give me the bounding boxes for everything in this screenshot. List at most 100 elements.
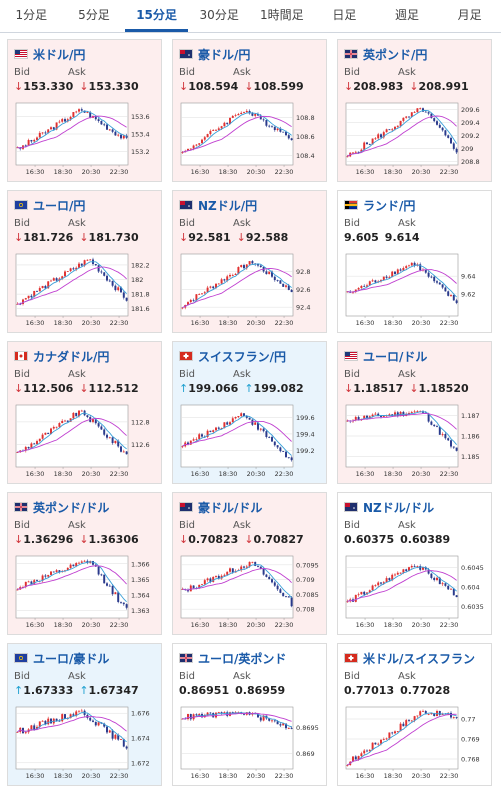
y-tick-label: 0.708	[296, 606, 315, 614]
rate-card[interactable]: ユーロ/英ポンド Bid Ask 0.86951 0.86959 0.8695 0.869 1…	[172, 643, 327, 786]
mini-candlestick-chart[interactable]: 0.6045 0.604 0.6035 16:30 18:30 20:30 22:30	[340, 552, 490, 632]
rate-card[interactable]: 豪ドル/円 Bid Ask ↓108.594 ↓108.599 108.8 108.6 108…	[172, 39, 327, 182]
tab-4[interactable]: 1時間足	[259, 8, 304, 22]
tab-3[interactable]: 30分足	[199, 8, 239, 22]
currency-pair-link[interactable]: ユーロ/円	[33, 198, 86, 213]
rate-card[interactable]: 米ドル/円 Bid Ask ↓153.330 ↓153.330 153.6 153.4 153…	[7, 39, 162, 182]
currency-pair-link[interactable]: 豪ドル/円	[198, 47, 251, 62]
mini-candlestick-chart[interactable]: 112.8 112.6 16:30 18:30 20:30 22:30	[10, 401, 160, 481]
candle-body	[391, 732, 394, 734]
candle-body	[50, 428, 52, 435]
mini-candlestick-chart[interactable]: 0.77 0.769 0.768 16:30 18:30 20:30 22:30	[340, 703, 490, 783]
tab-2[interactable]: 15分足	[125, 0, 188, 32]
currency-pair-link[interactable]: 豪ドル/ドル	[198, 500, 263, 515]
mini-candlestick-chart[interactable]: 153.6 153.4 153.2 16:30 18:30 20:30 22:30	[10, 99, 160, 179]
rate-card[interactable]: NZドル/ドル Bid Ask 0.60375 0.60389 0.6045 0.604 0.…	[337, 492, 492, 635]
moving-average-short	[17, 561, 127, 603]
candle-body	[441, 127, 444, 131]
mini-candlestick-chart[interactable]: 92.8 92.6 92.4 16:30 18:30 20:30 22:30	[175, 250, 325, 330]
moving-average-short	[182, 415, 292, 456]
currency-pair-link[interactable]: ユーロ/英ポンド	[198, 651, 287, 666]
bid-label: Bid	[179, 520, 195, 531]
candle-body	[265, 271, 268, 275]
candle-body	[75, 412, 78, 417]
rate-card[interactable]: 豪ドル/ドル Bid Ask ↓0.70823 ↓0.70827 0.7095 0.709 0…	[172, 492, 327, 635]
mini-candlestick-chart[interactable]: 1.676 1.674 1.672 16:30 18:30 20:30 22:30	[10, 703, 160, 783]
tab-6[interactable]: 週足	[395, 8, 420, 22]
candle-body	[271, 720, 273, 722]
candle-body	[436, 577, 438, 581]
tab-1[interactable]: 5分足	[78, 8, 110, 22]
tab-0[interactable]: 1分足	[15, 8, 48, 22]
candle-body	[38, 721, 41, 727]
candle-body	[248, 561, 251, 567]
mini-candlestick-chart[interactable]: 1.366 1.365 1.364 1.363 16:30 18:30 20:30 22:30	[10, 552, 160, 632]
rate-card[interactable]: 英ポンド/ドル Bid Ask ↓1.36296 ↓1.36306 1.366 1.365 1…	[7, 492, 162, 635]
candle-body	[201, 293, 203, 295]
candle-body	[371, 414, 374, 417]
candle-body	[108, 280, 111, 282]
candle-body	[58, 121, 61, 123]
mini-candlestick-chart[interactable]: 199.6 199.4 199.2 16:30 18:30 20:30 22:30	[175, 401, 325, 481]
candle-body	[251, 561, 254, 563]
rate-card[interactable]: ユーロ/豪ドル Bid Ask ↑1.67333 ↑1.67347 1.676 1.674 1…	[7, 643, 162, 786]
tab-5[interactable]: 日足	[332, 8, 357, 22]
ask-value: ↓153.330	[79, 80, 139, 93]
y-tick-label: 209.6	[461, 106, 480, 114]
currency-pair-link[interactable]: NZドル/円	[198, 198, 258, 213]
candle-body	[452, 717, 455, 719]
moving-average-long	[182, 115, 292, 153]
currency-pair-link[interactable]: カナダドル/円	[33, 349, 110, 364]
candle-body	[368, 281, 371, 286]
mini-candlestick-chart[interactable]: 9.64 9.62 16:30 18:30 20:30 22:30	[340, 250, 490, 330]
bid-value: 0.86951	[179, 684, 230, 697]
mini-candlestick-chart[interactable]: 182.2 182 181.8 181.6 16:30 18:30 20:30 22:30	[10, 250, 160, 330]
arrow-down-icon: ↓	[344, 382, 354, 395]
mini-candlestick-chart[interactable]: 0.8695 0.869 16:30 18:30 20:30 22:30	[175, 703, 325, 783]
rate-card[interactable]: 英ポンド/円 Bid Ask ↓208.983 ↓208.991 209.6 209.4 20…	[337, 39, 492, 182]
rate-card[interactable]: カナダドル/円 Bid Ask ↓112.506 ↓112.512 112.8 112.6 1…	[7, 341, 162, 484]
rate-card[interactable]: ユーロ/円 Bid Ask ↓181.726 ↓181.730 182.2 182 181.8…	[7, 190, 162, 333]
currency-pair-link[interactable]: ユーロ/ドル	[363, 349, 428, 364]
candle-body	[259, 265, 262, 267]
mini-candlestick-chart[interactable]: 1.187 1.186 1.185 16:30 18:30 20:30 22:30	[340, 401, 490, 481]
currency-pair-link[interactable]: 英ポンド/円	[363, 47, 428, 62]
mini-candlestick-chart[interactable]: 0.7095 0.709 0.7085 0.708 16:30 18:30 20:30 22:…	[175, 552, 325, 632]
y-tick-label: 1.365	[131, 576, 150, 584]
candle-body	[75, 711, 78, 716]
rate-card[interactable]: NZドル/円 Bid Ask ↓92.581 ↓92.588 92.8 92.6 92.4 16…	[172, 190, 327, 333]
candle-body	[86, 259, 89, 261]
currency-pair-link[interactable]: ユーロ/豪ドル	[33, 651, 110, 666]
candle-body	[114, 285, 117, 291]
candle-body	[97, 423, 100, 427]
mini-candlestick-chart[interactable]: 209.6 209.4 209.2 209 208.8 16:30 18:30 20:30 22…	[340, 99, 490, 179]
candle-body	[44, 132, 47, 134]
currency-pair-link[interactable]: ランド/円	[363, 198, 416, 213]
candle-body	[271, 437, 273, 442]
card-title: 米ドル/スイスフラン	[338, 644, 491, 669]
candle-body	[41, 720, 44, 722]
tab-7[interactable]: 月足	[457, 8, 482, 22]
candle-body	[245, 416, 248, 418]
candle-body	[226, 122, 229, 124]
candle-body	[441, 284, 444, 288]
rate-card[interactable]: スイスフラン/円 Bid Ask ↑199.066 ↑199.082 199.6 199.4…	[172, 341, 327, 484]
candle-body	[201, 139, 203, 144]
rate-card[interactable]: 米ドル/スイスフラン Bid Ask 0.77013 0.77028 0.77 0.769 0…	[337, 643, 492, 786]
rate-card[interactable]: ユーロ/ドル Bid Ask ↓1.18517 ↓1.18520 1.187 1.186 1.…	[337, 341, 492, 484]
currency-pair-link[interactable]: 英ポンド/ドル	[33, 500, 110, 515]
candle-body	[354, 594, 357, 602]
candle-body	[83, 260, 86, 266]
currency-pair-link[interactable]: NZドル/ドル	[363, 500, 435, 515]
currency-pair-link[interactable]: スイスフラン/円	[198, 349, 287, 364]
currency-pair-link[interactable]: 米ドル/円	[33, 47, 86, 62]
mini-candlestick-chart[interactable]: 108.8 108.6 108.4 16:30 18:30 20:30 22:30	[175, 99, 325, 179]
candle-body	[245, 110, 248, 113]
currency-pair-link[interactable]: 米ドル/スイスフラン	[363, 651, 476, 666]
candle-body	[24, 581, 27, 588]
candle-body	[69, 268, 72, 272]
candle-body	[24, 447, 27, 451]
candle-body	[282, 283, 285, 287]
candle-body	[66, 420, 69, 422]
rate-card[interactable]: ランド/円 Bid Ask 9.605 9.614 9.64 9.62 16:30 18:30 2…	[337, 190, 492, 333]
